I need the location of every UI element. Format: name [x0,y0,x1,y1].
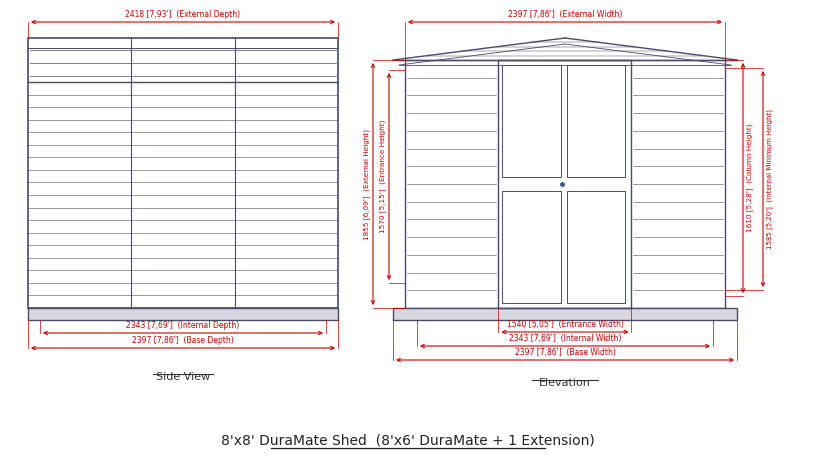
Text: 2343 [7,69']  (Internal Width): 2343 [7,69'] (Internal Width) [509,334,621,343]
Bar [567,191,626,303]
Bar [28,38,338,308]
Text: 1610 [5,28']  (Column Height): 1610 [5,28'] (Column Height) [746,124,752,232]
Text: 1855 [6,09']  (External Height): 1855 [6,09'] (External Height) [364,129,370,240]
Text: 8'x8' DuraMate Shed  (8'x6' DuraMate + 1 Extension): 8'x8' DuraMate Shed (8'x6' DuraMate + 1 … [221,433,595,447]
Bar [502,191,561,303]
Text: 2397 [7,86']  (Base Width): 2397 [7,86'] (Base Width) [515,348,615,357]
Text: 2343 [7,69']  (Internal Depth): 2343 [7,69'] (Internal Depth) [127,321,239,330]
Text: Elevation: Elevation [539,378,591,388]
Text: 1570 [5,15']  (Entrance Height): 1570 [5,15'] (Entrance Height) [379,120,386,233]
Bar [28,308,338,320]
Bar [498,60,632,308]
Bar [502,65,561,177]
Bar [567,65,626,177]
Text: 2397 [7,86']  (Base Depth): 2397 [7,86'] (Base Depth) [132,336,234,345]
Text: 1585 [5,20']  (Internal Minimum Height): 1585 [5,20'] (Internal Minimum Height) [766,109,773,249]
Text: Side View: Side View [156,372,210,382]
Text: 2418 [7,93']  (External Depth): 2418 [7,93'] (External Depth) [126,10,240,19]
Text: 2397 [7,86']  (External Width): 2397 [7,86'] (External Width) [508,10,623,19]
Bar [405,60,725,308]
Text: 1540 [5,05']  (Entrance Width): 1540 [5,05'] (Entrance Width) [507,320,623,329]
Bar [393,308,737,320]
